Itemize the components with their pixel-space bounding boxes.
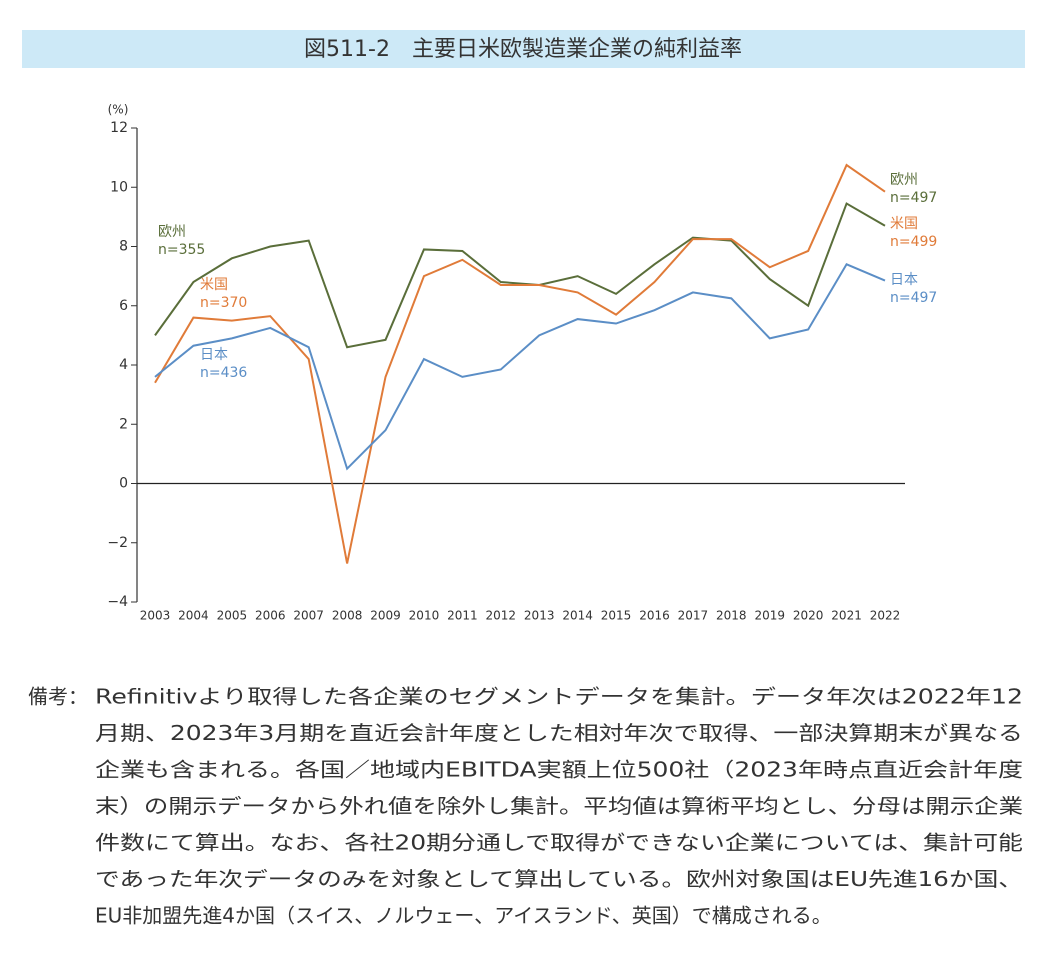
y-tick-label: 12 [110,120,128,136]
y-tick-label: 4 [119,357,128,373]
x-tick-label: 2008 [332,609,363,623]
y-tick-label: 2 [119,416,128,432]
x-tick-label: 2010 [409,609,440,623]
note-line: であった年次データのみを対象として算出している。欧州対象国はEU先進16か国、 [95,867,1023,891]
x-tick-label: 2013 [524,609,555,623]
series-label: 欧州 [890,172,918,188]
y-tick-label: −4 [107,594,128,610]
note-line: 件数にて算出。なお、各社20期分通しで取得ができない企業については、集計可能 [95,831,1023,855]
x-tick-label: 2016 [639,609,670,623]
series-label: 欧州 [158,224,186,240]
y-tick-label: 0 [119,476,128,492]
series-label: n=499 [890,234,937,250]
note-line: 月期、2023年3月期を直近会計年度とした相対年次で取得、一部決算期末が異なる [95,721,1023,745]
series-label: n=355 [158,242,205,258]
series-label: 米国 [200,277,228,293]
note-line: 末）の開示データから外れ値を除外し集計。平均値は算術平均とし、分母は開示企業 [95,794,1023,818]
series-line [154,163,886,564]
note-line: Refinitivより取得した各企業のセグメントデータを集計。データ年次は202… [95,685,1023,709]
x-tick-label: 2004 [178,609,209,623]
x-tick-label: 2006 [255,609,286,623]
x-tick-label: 2018 [716,609,747,623]
series-label: 日本 [890,272,918,288]
y-axis-label: (%) [108,103,129,117]
x-tick-label: 2015 [601,609,632,623]
x-tick-label: 2020 [793,609,824,623]
x-tick-label: 2007 [293,609,324,623]
note-line: 企業も含まれる。各国／地域内EBITDA実額上位500社（2023年時点直近会計… [95,758,1023,782]
x-tick-label: 2022 [870,609,901,623]
x-tick-label: 2011 [447,609,478,623]
x-tick-label: 2014 [562,609,593,623]
chart-title: 図511-2 主要日米欧製造業企業の純利益率 [304,37,742,62]
title-banner [22,30,1025,68]
x-tick-label: 2017 [678,609,709,623]
y-tick-label: −2 [107,535,128,551]
series-line [154,202,886,349]
x-tick-label: 2021 [831,609,862,623]
x-tick-label: 2012 [486,609,517,623]
series-label: 米国 [890,216,918,232]
y-tick-label: 8 [119,239,128,255]
x-tick-label: 2009 [370,609,401,623]
series-label: n=436 [200,365,247,381]
x-tick-label: 2005 [217,609,248,623]
series-label: n=497 [890,190,937,206]
y-tick-label: 10 [110,179,128,195]
series-label: 日本 [200,347,228,363]
y-tick-label: 6 [119,298,128,314]
x-tick-label: 2003 [140,609,171,623]
series-label: n=370 [200,295,247,311]
series-line [154,263,886,471]
note-line: EU非加盟先進4か国（スイス、ノルウェー、アイスランド、英国）で構成される。 [95,904,832,928]
series-label: n=497 [890,290,937,306]
note-label: 備考： [28,685,88,709]
x-tick-label: 2019 [754,609,785,623]
